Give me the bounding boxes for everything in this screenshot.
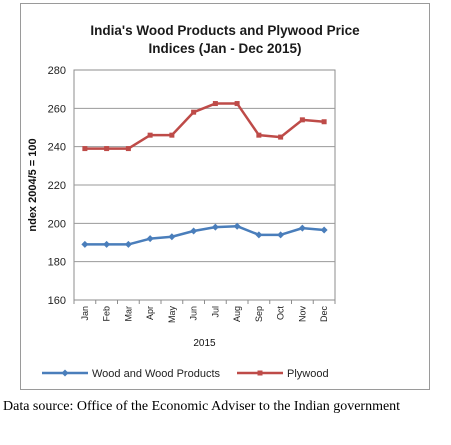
series-line-plywood (84, 102, 325, 150)
data-point-wood-and-wood-products (298, 224, 306, 232)
data-point-wood-and-wood-products (146, 235, 154, 243)
x-tick-label-jul: Jul (210, 306, 220, 318)
legend-item-plywood: Plywood (237, 368, 329, 380)
y-tick-label: 180 (48, 257, 66, 269)
legend-swatch-marker (61, 369, 69, 377)
chart-title-line-2: Indices (Jan - Dec 2015) (148, 41, 302, 56)
y-tick-label: 240 (48, 142, 66, 154)
data-point-wood-and-wood-products (168, 233, 176, 241)
x-tick-label-nov: Nov (297, 306, 307, 323)
data-point-wood-and-wood-products (320, 226, 328, 234)
x-tick-label-jun: Jun (189, 306, 199, 321)
x-tick-label-apr: Apr (145, 306, 155, 320)
x-tick-label-may: May (167, 306, 177, 324)
data-point-wood-and-wood-products (255, 231, 263, 239)
legend-label: Plywood (287, 368, 329, 380)
x-tick-label-oct: Oct (276, 306, 286, 321)
data-point-wood-and-wood-products (103, 240, 111, 248)
data-point-wood-and-wood-products (124, 240, 132, 248)
series-line-wood-and-wood-products (84, 224, 325, 246)
data-point-plywood (82, 146, 88, 152)
data-point-plywood (125, 146, 131, 152)
chart-title-line-1: India's Wood Products and Plywood Price (90, 23, 360, 38)
y-tick-label: 220 (48, 180, 66, 192)
data-point-wood-and-wood-products (211, 223, 219, 231)
line-chart: 160 180 200 220 240 260 280 Jan Feb Mar Apr May Jun J… (27, 65, 336, 380)
data-point-plywood (191, 109, 197, 115)
y-axis-title: ndex 2004/5 = 100 (27, 138, 39, 231)
data-point-plywood (299, 117, 305, 123)
legend-label: Wood and Wood Products (92, 368, 221, 380)
data-point-plywood (256, 132, 262, 138)
chart-title: India's Wood Products and Plywood Price … (21, 22, 429, 58)
data-point-plywood (147, 132, 153, 138)
y-tick-label: 160 (48, 295, 66, 307)
data-point-plywood (234, 101, 240, 107)
legend-swatch-marker (257, 370, 263, 376)
data-point-plywood (169, 132, 175, 138)
data-point-plywood (321, 119, 327, 125)
x-tick-label-dec: Dec (319, 306, 329, 323)
y-tick-label: 260 (48, 103, 66, 115)
x-axis-group-label: 2015 (193, 338, 216, 349)
data-point-wood-and-wood-products (81, 240, 89, 248)
data-point-wood-and-wood-products (190, 227, 198, 235)
legend-item-wood-and-wood-products: Wood and Wood Products (42, 368, 221, 380)
x-tick-label-jan: Jan (80, 306, 90, 321)
data-source-footnote: Data source: Office of the Economic Advi… (3, 399, 401, 414)
x-tick-label-sep: Sep (254, 306, 264, 322)
x-tick-label-aug: Aug (232, 306, 242, 322)
x-tick-label-feb: Feb (102, 306, 112, 322)
data-point-wood-and-wood-products (277, 231, 285, 239)
data-point-plywood (212, 101, 218, 107)
data-point-plywood (104, 146, 110, 152)
y-tick-label: 200 (48, 218, 66, 230)
y-tick-label: 280 (48, 65, 66, 77)
data-point-plywood (278, 134, 284, 140)
data-point-wood-and-wood-products (233, 222, 241, 230)
x-tick-label-mar: Mar (123, 306, 133, 322)
